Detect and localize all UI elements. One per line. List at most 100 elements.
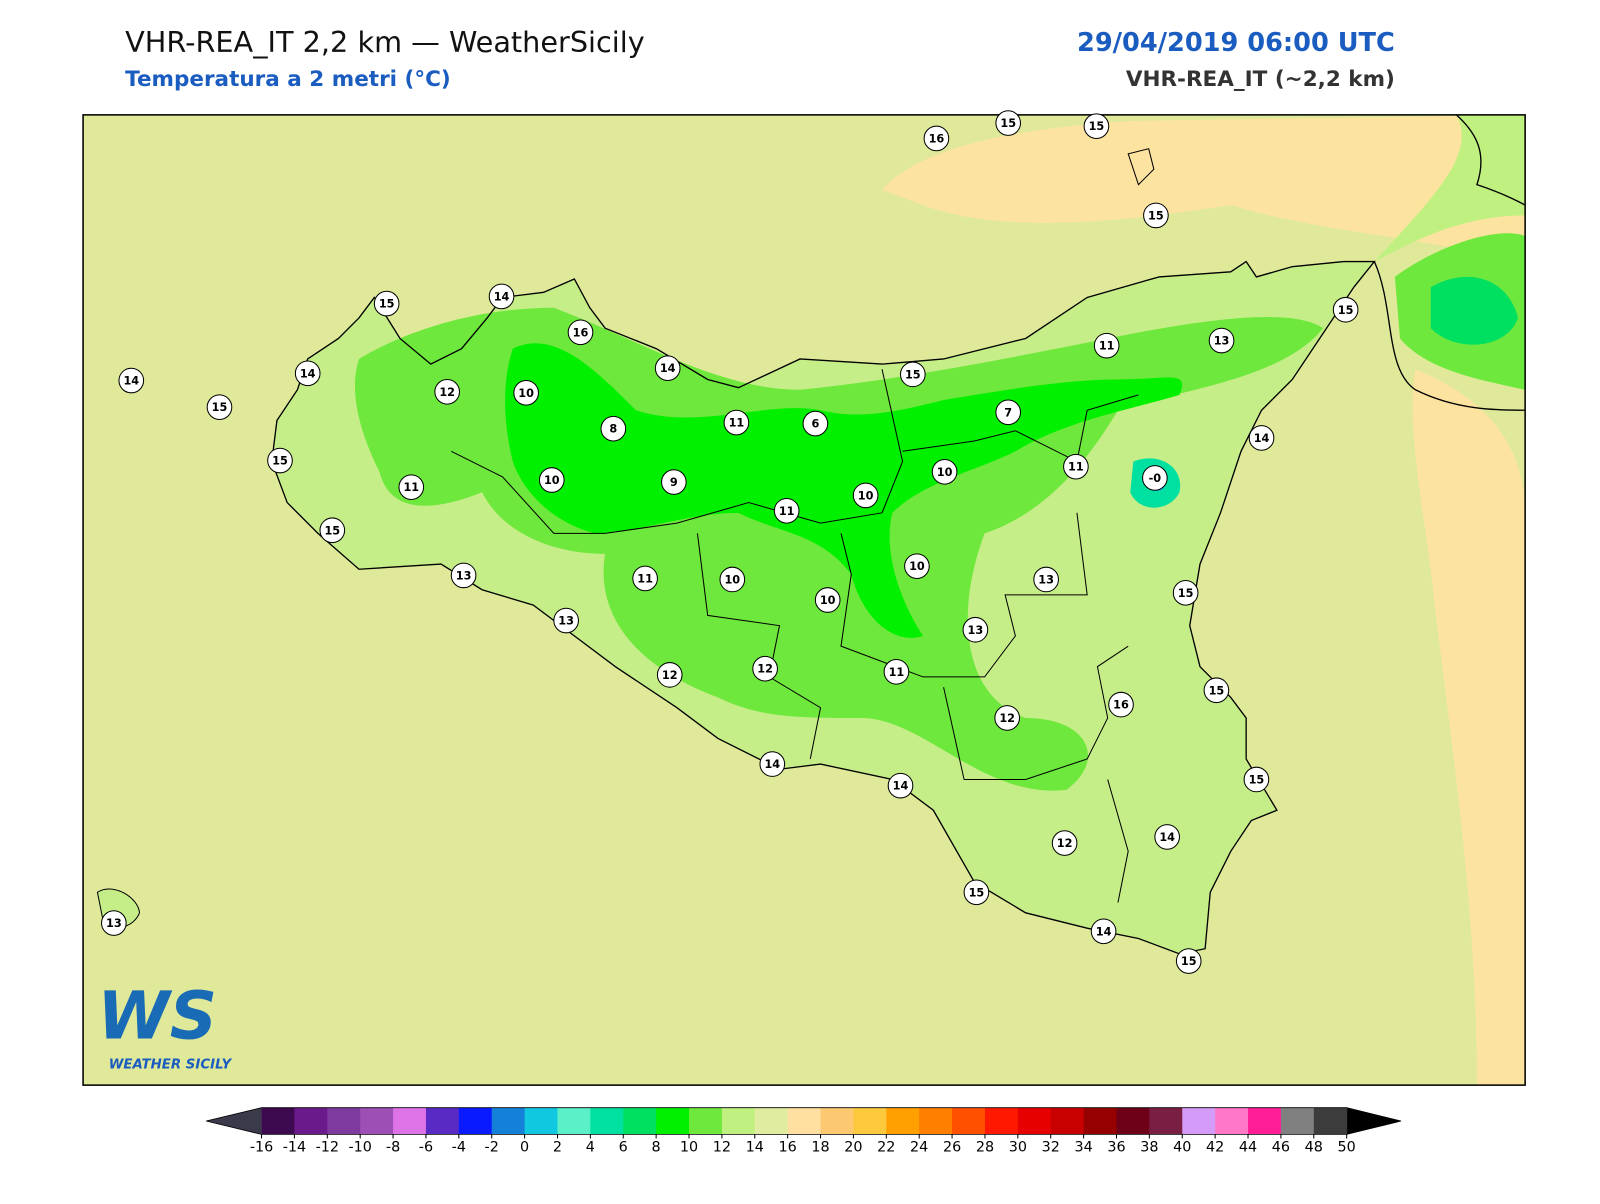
colorbar-segment: [294, 1107, 328, 1135]
colorbar-segment: [1215, 1107, 1249, 1135]
station-value: 15: [1209, 684, 1225, 697]
model-label: VHR-REA_IT (~2,2 km): [1126, 67, 1395, 92]
colorbar-tick-label: 32: [1042, 1140, 1060, 1156]
colorbar-tick-label: -2: [485, 1140, 499, 1156]
colorbar-segment: [689, 1107, 723, 1135]
island: [1127, 148, 1155, 186]
colorbar-tick-label: 10: [680, 1140, 698, 1156]
station-value: 16: [929, 132, 945, 145]
station-marker: [206, 394, 233, 420]
station-value: 10: [724, 574, 740, 587]
station-marker: [1243, 766, 1270, 793]
colorbar-tick-label: -16: [250, 1140, 273, 1156]
station-marker: [852, 482, 879, 509]
station-marker: [994, 705, 1020, 731]
colorbar-segment: [820, 1107, 854, 1135]
station-marker: [1332, 296, 1359, 323]
station-value: 13: [558, 615, 574, 628]
colorbar-segment: [1050, 1107, 1085, 1135]
station-marker: [538, 467, 565, 493]
colorbar-segment: [524, 1107, 558, 1135]
station-marker: [553, 607, 579, 634]
station-marker: [904, 553, 930, 579]
station-value: 10: [937, 466, 953, 479]
station-value: 12: [439, 386, 455, 399]
subtitle: Temperatura a 2 metri (°C): [125, 67, 451, 92]
station-value: 10: [820, 594, 836, 607]
colorbar-segment: [425, 1107, 460, 1135]
colorbar-segment: [1017, 1107, 1052, 1135]
colorbar-segment: [919, 1107, 953, 1135]
station-value: 14: [1159, 831, 1175, 844]
colorbar-segment: [754, 1107, 789, 1135]
station-marker: [1154, 824, 1180, 850]
coastline: [1373, 114, 1526, 411]
station-value: 10: [858, 489, 874, 502]
station-value: 12: [999, 712, 1015, 725]
colorbar-tick-label: 8: [652, 1140, 661, 1156]
station-marker: [632, 565, 658, 592]
station-value: 8: [609, 423, 617, 436]
station-marker: [963, 879, 990, 906]
colorbar-under: [206, 1107, 262, 1135]
colorbar-segment: [393, 1107, 427, 1135]
station-marker: [899, 361, 926, 388]
colorbar-segment: [721, 1107, 756, 1135]
colorbar-segment: [886, 1107, 920, 1135]
station-value: 11: [1099, 340, 1115, 353]
station-marker: [294, 360, 321, 387]
station-marker: [923, 125, 950, 152]
station-value: 15: [969, 886, 985, 899]
station-value: 11: [1068, 461, 1084, 474]
colorbar-segment: [1182, 1107, 1216, 1135]
colorbar-tick-label: 4: [586, 1140, 595, 1156]
station-marker: [488, 283, 515, 310]
warm-area: [882, 114, 1526, 267]
station-marker: [267, 447, 293, 474]
station-value: 11: [637, 572, 653, 585]
station-marker: [600, 415, 627, 442]
station-marker: [887, 772, 914, 799]
colorbar-segment: [1280, 1107, 1315, 1135]
station-marker: [752, 655, 778, 682]
station-value: 7: [1004, 406, 1012, 419]
colorbar-tick-label: -4: [452, 1140, 466, 1156]
colorbar-segment: [327, 1107, 361, 1135]
station-marker: [373, 290, 400, 317]
station-marker: [1208, 327, 1235, 354]
station-marker: [101, 910, 127, 936]
station-marker: [1033, 566, 1059, 593]
colorbar-tick-label: 14: [746, 1140, 764, 1156]
datetime: 29/04/2019 06:00 UTC: [1077, 28, 1395, 58]
colorbar-tick-label: 6: [619, 1140, 628, 1156]
station-value: 15: [272, 455, 288, 468]
province-border: [451, 369, 1139, 903]
colorbar-tick-label: -8: [386, 1140, 400, 1156]
colorbar-tick-label: 34: [1074, 1140, 1092, 1156]
station-value: 15: [379, 298, 395, 311]
colorbar-segment: [491, 1107, 526, 1135]
station-marker: [1172, 580, 1199, 606]
colorbar-tick-label: 20: [844, 1140, 862, 1156]
colorbar-tick-label: 26: [943, 1140, 961, 1156]
colorbar-tick-label: 48: [1305, 1140, 1323, 1156]
station-marker: [802, 410, 829, 437]
colorbar-segment: [1313, 1107, 1348, 1135]
station-value: 12: [662, 669, 678, 682]
station-value: 10: [518, 387, 534, 400]
map-area: [82, 114, 1526, 1086]
colorbar-segment: [590, 1107, 624, 1135]
station-value: 16: [573, 326, 589, 339]
station-value: 11: [403, 481, 419, 494]
station-marker: [1248, 425, 1275, 451]
station-marker: [1051, 830, 1078, 856]
station-marker: [1093, 332, 1120, 359]
colorbar-segment: [623, 1107, 657, 1135]
colorbar-segment: [1116, 1107, 1150, 1135]
colorbar-tick-label: 22: [877, 1140, 895, 1156]
map-frame: [82, 114, 1526, 1086]
station-marker: [1175, 948, 1202, 974]
station-value: 12: [1057, 837, 1073, 850]
colorbar-tick-label: 12: [713, 1140, 731, 1156]
